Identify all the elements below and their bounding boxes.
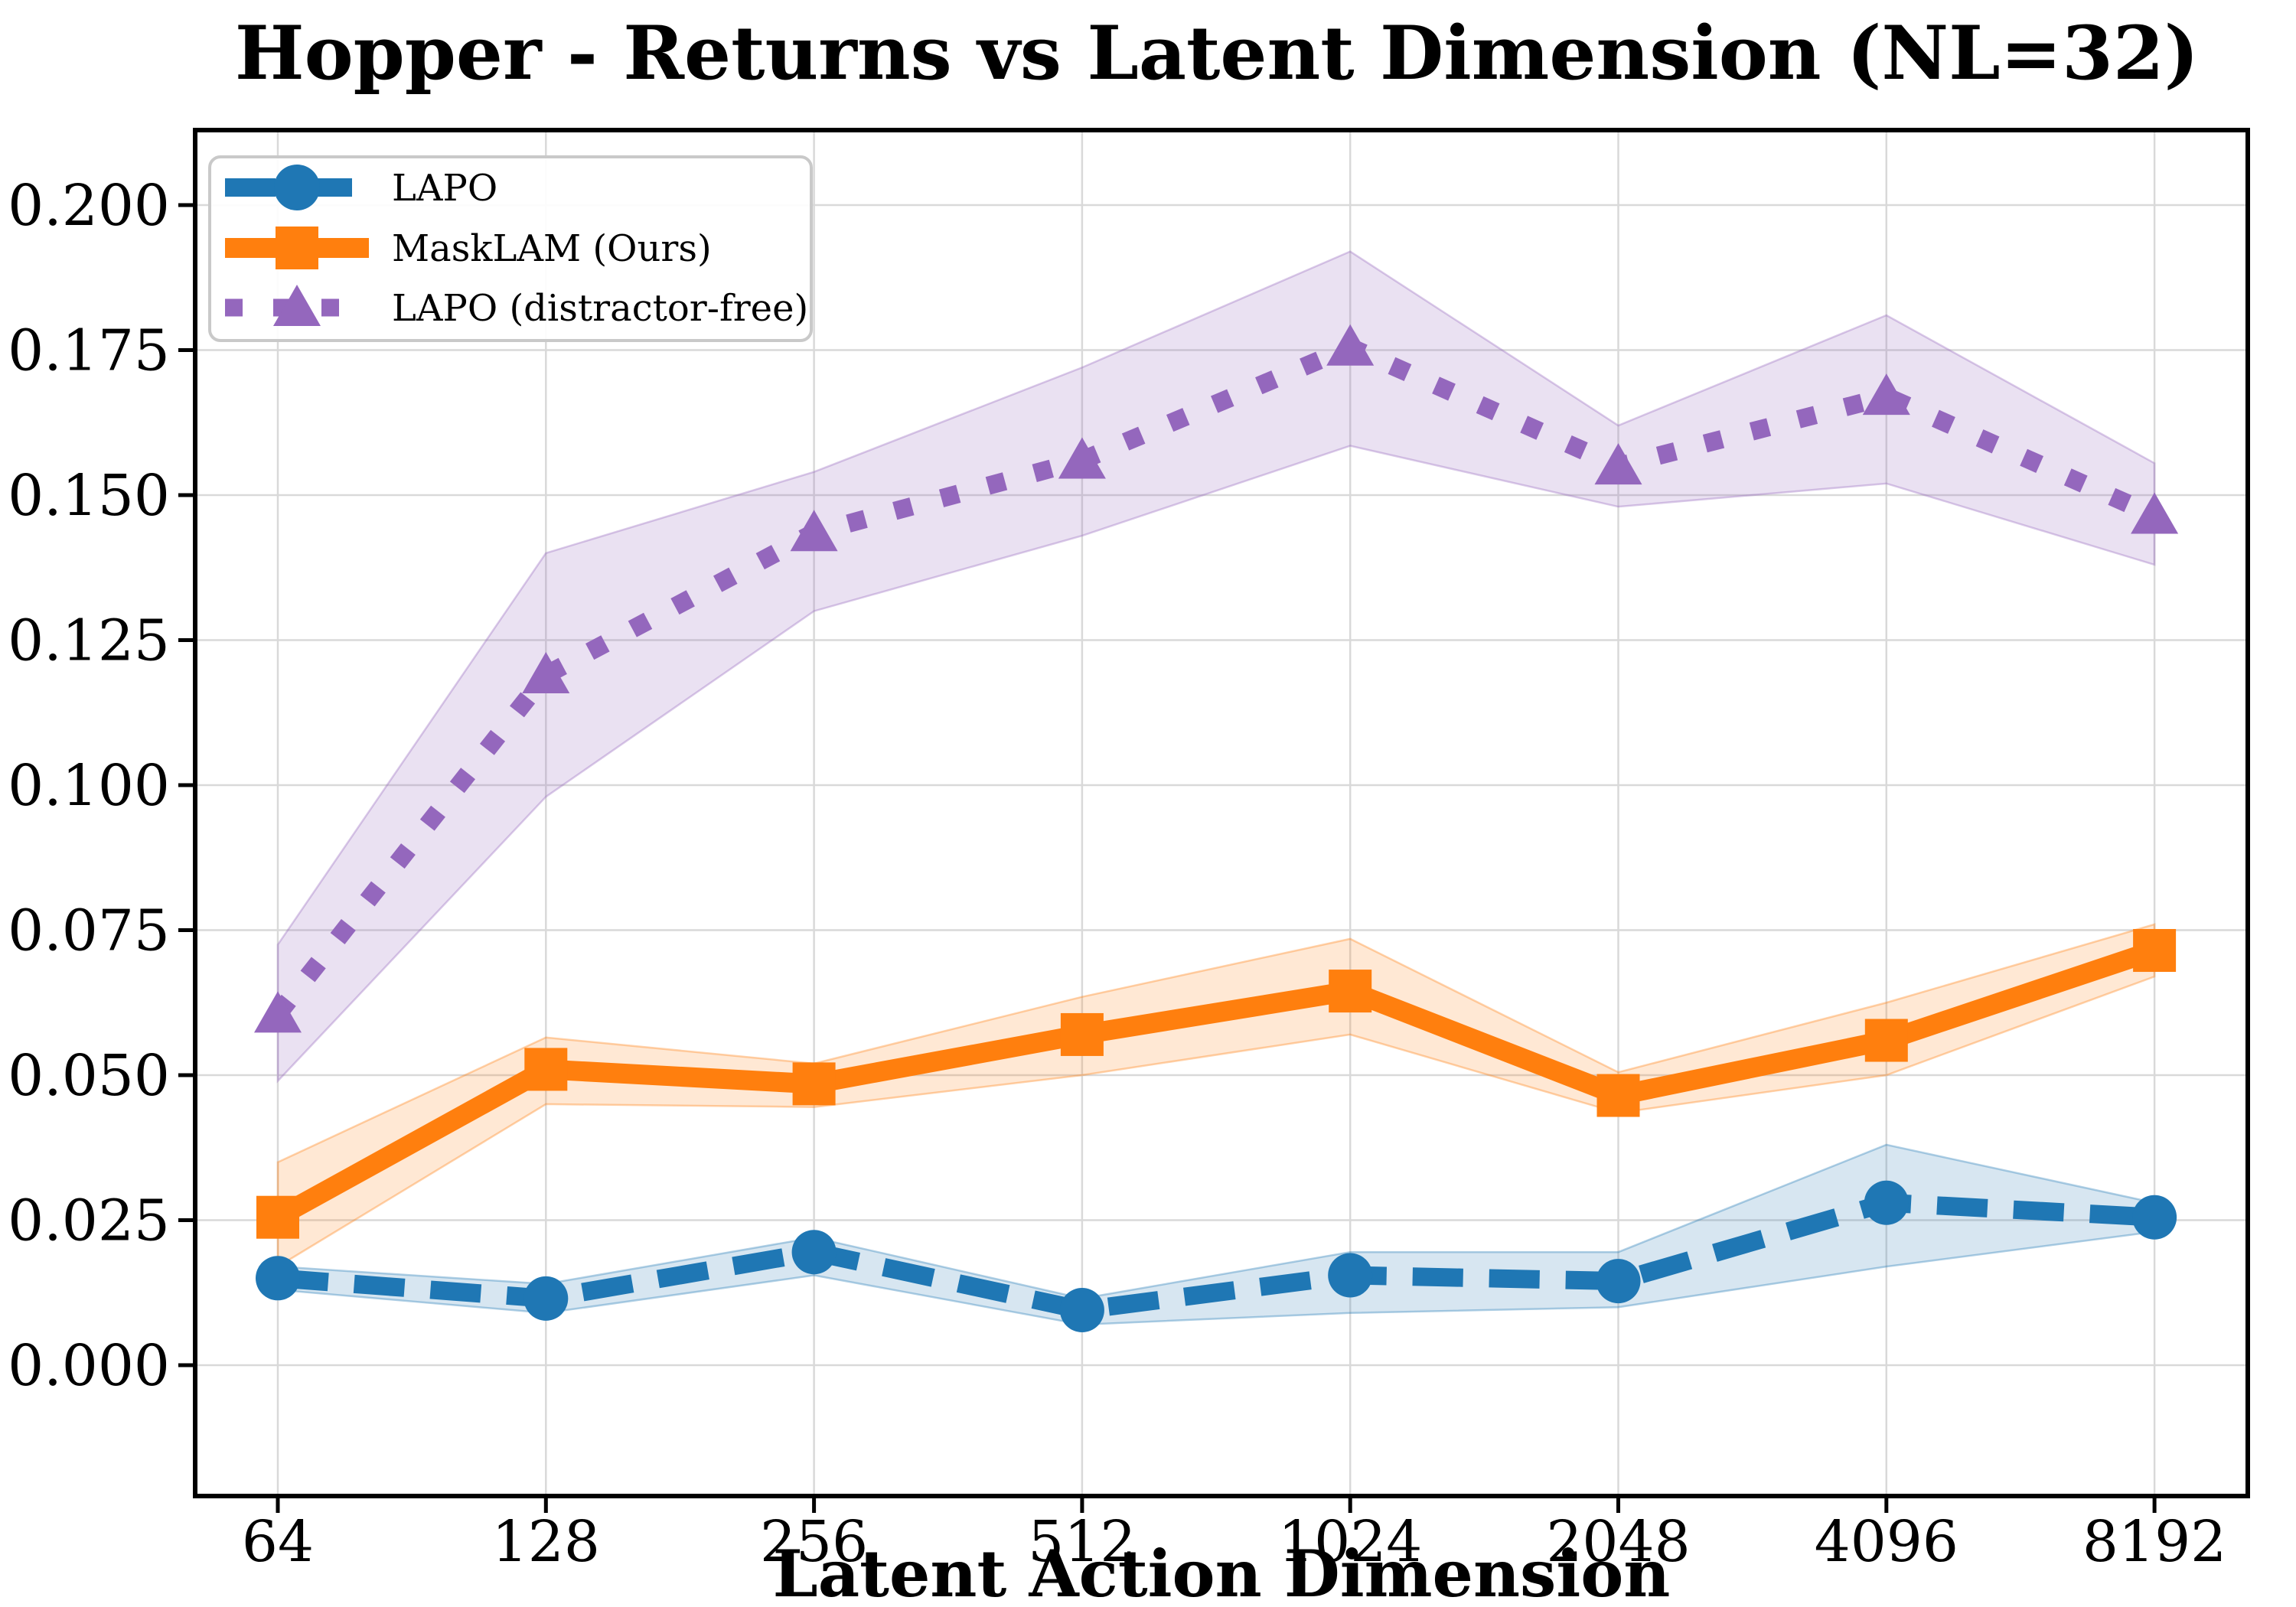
data-point-marker [256, 1195, 299, 1239]
data-point-marker [2133, 929, 2177, 973]
x-tick-label: 8192 [2082, 1509, 2226, 1575]
lapo-df-triangle-marker-icon [273, 285, 321, 326]
masklam-square-marker-icon [276, 227, 318, 269]
x-tick-label: 128 [492, 1509, 600, 1575]
legend-label: LAPO [392, 167, 497, 210]
y-tick-label: 0.150 [8, 463, 170, 529]
data-point-marker [791, 1230, 837, 1275]
data-point-marker [1058, 437, 1106, 479]
y-tick-label: 0.175 [8, 318, 170, 384]
x-tick-label: 1024 [1278, 1509, 1422, 1575]
data-point-marker [1864, 1019, 1908, 1062]
x-axis-label: Latent Action Dimension [773, 1536, 1671, 1607]
x-tick-label: 4096 [1815, 1509, 1958, 1575]
data-point-marker [1596, 1074, 1640, 1117]
legend-label: MaskLAM (Ours) [392, 227, 712, 270]
data-point-marker [1329, 970, 1372, 1013]
lapo-circle-marker-icon [274, 165, 320, 210]
plot-border [193, 128, 2250, 1498]
series-line [277, 1193, 2155, 1319]
series-line [270, 337, 2158, 1020]
confidence-band [276, 250, 2156, 1084]
y-tick-label: 0.025 [8, 1188, 170, 1254]
data-point-marker [1864, 1180, 1909, 1225]
y-tick-label: 0.200 [8, 173, 170, 239]
y-tick-label: 0.075 [8, 898, 170, 964]
data-point-marker [524, 1048, 568, 1091]
y-tick-label: 0.125 [8, 608, 170, 674]
data-point-marker [523, 1276, 569, 1321]
legend-label: LAPO (distractor-free) [392, 287, 808, 330]
data-point-marker [792, 1062, 836, 1106]
data-point-marker [256, 1256, 300, 1301]
data-point-marker [1328, 1253, 1373, 1298]
data-point-marker [790, 510, 838, 552]
data-point-marker [1326, 324, 1375, 366]
legend-box [208, 155, 813, 342]
data-point-marker [1059, 1287, 1104, 1332]
data-point-marker [2132, 1195, 2177, 1240]
legend: LAPO MaskLAM (Ours) LAPO (distractor-fre… [208, 155, 813, 342]
x-tick-label: 256 [760, 1509, 868, 1575]
x-tick-label: 2048 [1546, 1509, 1690, 1575]
chart-title: Hopper - Returns vs Latent Dimension (NL… [235, 10, 2199, 96]
x-tick-label: 64 [242, 1509, 314, 1575]
y-tick-label: 0.100 [8, 753, 170, 819]
plot-area: 64 128 256 512 1024 2048 4096 8192 0.000 0.025 0.0… [8, 128, 2250, 1575]
data-point-marker [254, 991, 302, 1033]
data-point-marker [1862, 373, 1910, 416]
series-line [272, 940, 2158, 1227]
confidence-band [276, 923, 2156, 1269]
x-tick-label: 512 [1028, 1509, 1136, 1575]
data-point-marker [522, 651, 570, 693]
y-tick-label: 0.050 [8, 1043, 170, 1109]
legend-item-lapo-distractor-free: LAPO (distractor-free) [225, 285, 808, 330]
legend-item-masklam: MaskLAM (Ours) [225, 227, 712, 270]
data-point-marker [1060, 1012, 1104, 1056]
data-point-marker [1596, 1259, 1641, 1304]
y-tick-label: 0.000 [8, 1333, 170, 1399]
data-point-marker [1594, 443, 1642, 485]
data-point-marker [2131, 492, 2179, 534]
legend-item-lapo: LAPO [225, 165, 497, 210]
